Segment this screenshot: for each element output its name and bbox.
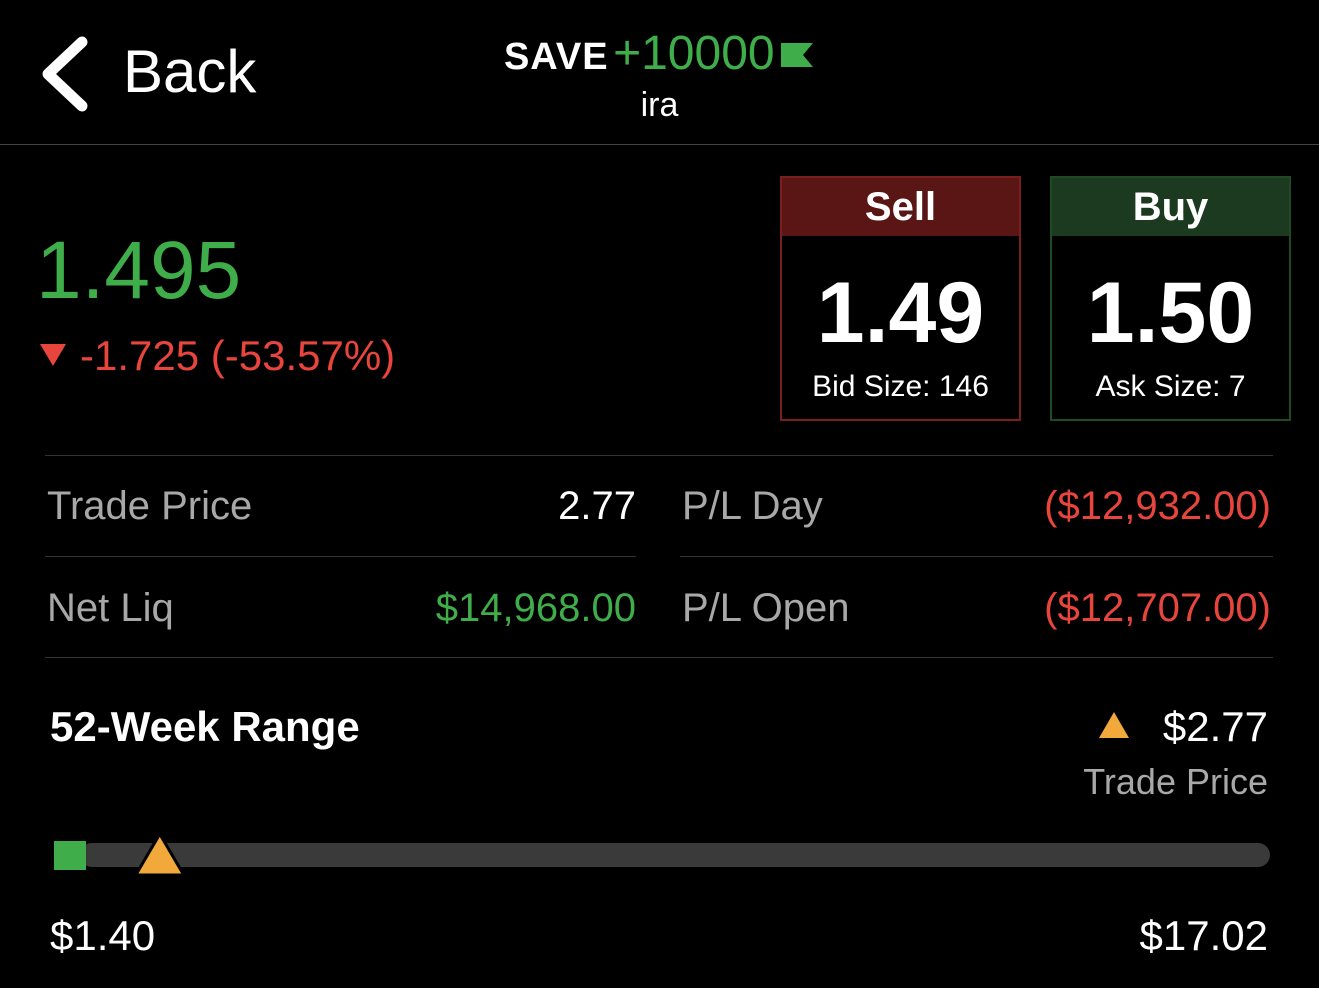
stat-label: Trade Price <box>47 484 253 528</box>
buy-label: Buy <box>1052 178 1289 236</box>
current-marker <box>134 832 186 877</box>
marker-legend-icon <box>1099 712 1129 738</box>
quantity: +10000 <box>613 27 775 80</box>
back-chevron[interactable] <box>38 36 90 112</box>
stat-label: P/L Open <box>682 586 850 630</box>
range-title: 52-Week Range <box>50 703 360 750</box>
bid-price: 1.49 <box>816 265 985 361</box>
stat-value: ($12,932.00) <box>1044 484 1271 528</box>
marker-caption: Trade Price <box>1083 761 1268 802</box>
range-bar <box>54 832 1270 877</box>
low-marker <box>54 841 86 870</box>
stat-value: $14,968.00 <box>435 586 636 630</box>
stat-value: ($12,707.00) <box>1044 586 1271 630</box>
last-price: 1.495 <box>36 225 242 316</box>
ask-size: Ask Size: 7 <box>1095 370 1246 403</box>
title: SAVE +10000 <box>0 30 1319 78</box>
price-change: -1.725 (-53.57%) <box>80 332 396 379</box>
buy-button[interactable]: Buy 1.50 Ask Size: 7 <box>1050 176 1291 421</box>
ask-price: 1.50 <box>1086 265 1255 361</box>
sell-button[interactable]: Sell 1.49 Bid Size: 146 <box>780 176 1021 421</box>
bid-size: Bid Size: 146 <box>812 370 989 403</box>
back-button[interactable]: Back <box>123 38 257 105</box>
stat-label: Net Liq <box>47 586 174 630</box>
account: ira <box>640 86 679 124</box>
range-high: $17.02 <box>1139 912 1268 959</box>
stat-label: P/L Day <box>682 484 823 528</box>
range-track <box>80 843 1270 867</box>
down-arrow <box>40 344 66 366</box>
flag-icon <box>781 43 814 67</box>
symbol: SAVE <box>503 36 609 78</box>
sell-label: Sell <box>782 178 1019 236</box>
range-low: $1.40 <box>50 912 156 959</box>
stat-value: 2.77 <box>558 484 636 528</box>
current-price: $2.77 <box>1162 703 1268 750</box>
